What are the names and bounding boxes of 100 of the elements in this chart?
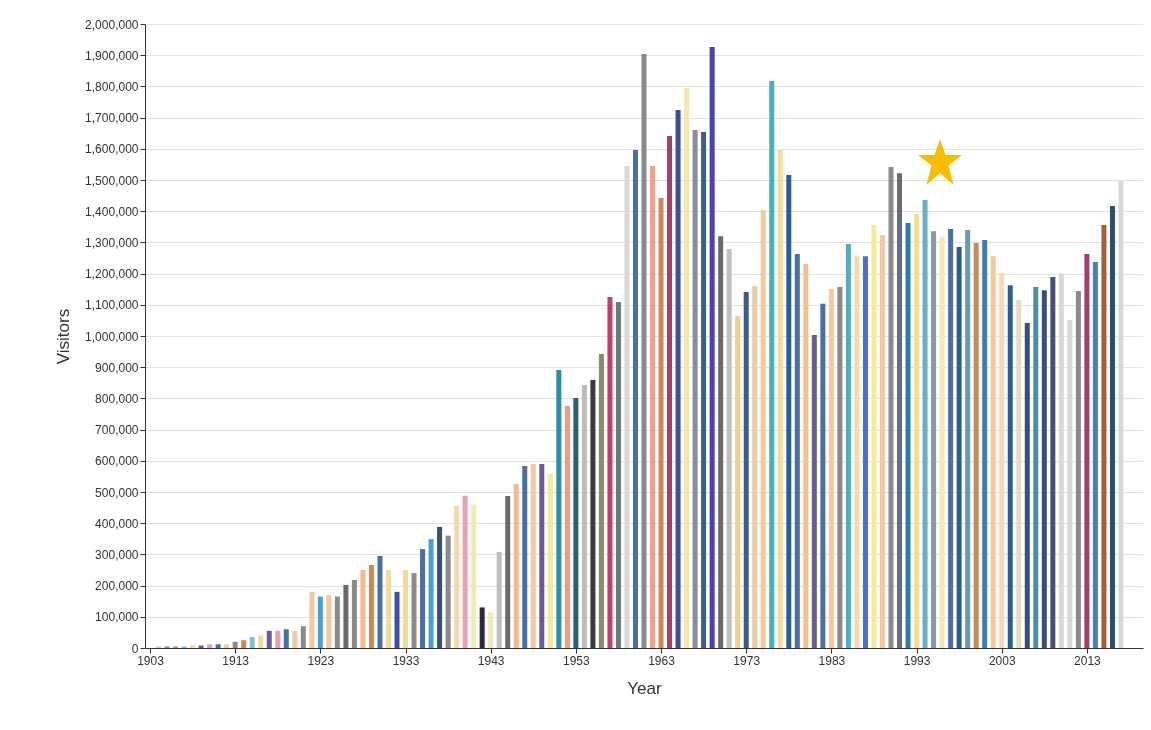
y-tick-label: 1,600,000 bbox=[85, 142, 139, 157]
bar bbox=[922, 199, 928, 648]
bar bbox=[752, 286, 758, 648]
x-tick-label: 1963 bbox=[648, 653, 676, 668]
y-tick-label: 2,000,000 bbox=[85, 17, 139, 32]
bar bbox=[828, 288, 834, 648]
bar bbox=[334, 596, 340, 648]
bar bbox=[965, 229, 971, 648]
bar bbox=[471, 504, 477, 648]
y-tick-label: 800,000 bbox=[95, 391, 139, 406]
bar bbox=[377, 555, 383, 648]
bar bbox=[215, 644, 221, 648]
bar bbox=[650, 165, 656, 648]
bar bbox=[726, 248, 732, 648]
bar bbox=[1007, 285, 1013, 648]
bar bbox=[743, 292, 749, 648]
x-tick-label: 1933 bbox=[392, 653, 420, 668]
bar bbox=[232, 641, 238, 648]
bar bbox=[879, 234, 885, 648]
bar bbox=[1075, 291, 1081, 648]
y-tick-label: 400,000 bbox=[95, 516, 139, 531]
bar bbox=[496, 551, 502, 648]
x-tick-label: 1943 bbox=[477, 653, 505, 668]
bar bbox=[820, 303, 826, 648]
bar bbox=[760, 209, 766, 648]
bar bbox=[283, 629, 289, 648]
y-tick-label: 700,000 bbox=[95, 423, 139, 438]
bar bbox=[615, 301, 621, 648]
bar bbox=[641, 53, 647, 648]
bar bbox=[845, 243, 851, 648]
x-tick-label: 2013 bbox=[1074, 653, 1102, 668]
x-axis-title: Year bbox=[627, 678, 663, 698]
bar bbox=[522, 466, 528, 648]
bar bbox=[488, 612, 494, 648]
bar bbox=[862, 256, 868, 648]
bar bbox=[547, 473, 553, 648]
bar bbox=[999, 272, 1005, 648]
x-tick-label: 1983 bbox=[818, 653, 846, 668]
y-tick-label: 900,000 bbox=[95, 360, 139, 375]
bar bbox=[445, 535, 451, 648]
bar bbox=[420, 549, 426, 648]
bar bbox=[1024, 322, 1030, 648]
x-tick-label: 1903 bbox=[137, 653, 165, 668]
bar bbox=[207, 644, 213, 648]
x-tick-label: 1923 bbox=[307, 653, 335, 668]
y-tick-label: 600,000 bbox=[95, 454, 139, 469]
bar bbox=[351, 579, 357, 648]
bar bbox=[275, 630, 281, 648]
bar bbox=[701, 131, 707, 648]
bar bbox=[556, 370, 562, 648]
y-tick-label: 1,900,000 bbox=[85, 48, 139, 63]
bar bbox=[505, 496, 511, 648]
y-tick-label: 1,500,000 bbox=[85, 173, 139, 188]
y-tick-label: 1,800,000 bbox=[85, 79, 139, 94]
y-tick-label: 1,300,000 bbox=[85, 235, 139, 250]
bar bbox=[1041, 290, 1047, 648]
bar bbox=[854, 256, 860, 648]
bar bbox=[360, 570, 366, 648]
bar bbox=[241, 640, 247, 648]
bar bbox=[982, 239, 988, 648]
y-tick-label: 500,000 bbox=[95, 485, 139, 500]
y-tick-label: 1,000,000 bbox=[85, 329, 139, 344]
bar bbox=[1016, 300, 1022, 648]
bar bbox=[1050, 277, 1056, 648]
bar bbox=[266, 630, 272, 648]
bar bbox=[309, 591, 315, 648]
bar bbox=[735, 316, 741, 648]
bar bbox=[411, 573, 417, 648]
bar bbox=[632, 150, 638, 648]
bar bbox=[718, 236, 724, 648]
x-tick-label: 1973 bbox=[733, 653, 761, 668]
bar bbox=[939, 237, 945, 648]
x-tick-label: 1993 bbox=[903, 653, 931, 668]
bar bbox=[1033, 287, 1039, 648]
x-tick-label: 1953 bbox=[563, 653, 591, 668]
x-tick-label: 1913 bbox=[222, 653, 250, 668]
bar bbox=[428, 539, 434, 648]
bar bbox=[437, 526, 443, 648]
y-tick-label: 1,200,000 bbox=[85, 267, 139, 282]
bar bbox=[1084, 253, 1090, 648]
bar bbox=[1101, 224, 1107, 648]
bar bbox=[931, 231, 937, 648]
bar bbox=[513, 483, 519, 648]
bar bbox=[811, 335, 817, 648]
bar bbox=[803, 263, 809, 648]
bar bbox=[905, 223, 911, 648]
bar bbox=[956, 247, 962, 648]
bar bbox=[598, 354, 604, 648]
bar bbox=[539, 463, 545, 648]
bar bbox=[581, 384, 587, 648]
bar bbox=[973, 243, 979, 648]
bar bbox=[394, 591, 400, 648]
bar bbox=[709, 47, 715, 648]
bar bbox=[897, 173, 903, 648]
bar bbox=[454, 506, 460, 648]
bar bbox=[684, 87, 690, 648]
y-tick-label: 0 bbox=[131, 641, 139, 656]
y-tick-label: 200,000 bbox=[95, 579, 139, 594]
bar bbox=[249, 637, 255, 648]
bar bbox=[871, 224, 877, 648]
